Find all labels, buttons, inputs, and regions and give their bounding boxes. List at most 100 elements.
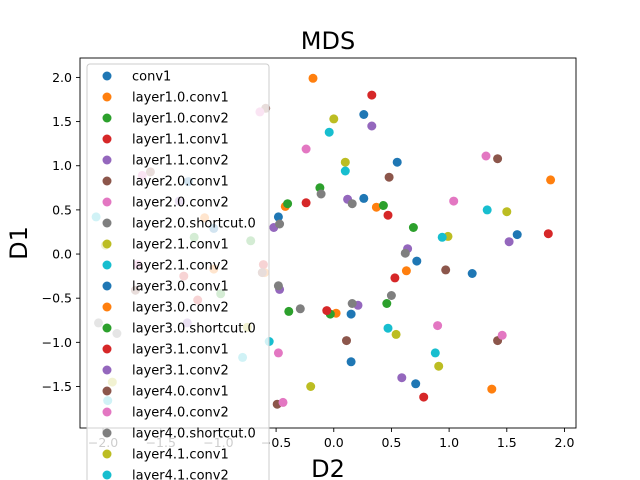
legend-marker xyxy=(102,260,112,270)
plot-frame xyxy=(79,57,577,429)
legend-marker xyxy=(102,428,112,438)
data-point xyxy=(301,198,311,208)
data-point xyxy=(340,157,350,167)
data-point xyxy=(275,219,285,229)
data-point xyxy=(382,299,392,308)
legend-marker xyxy=(102,365,112,375)
data-point xyxy=(273,348,283,358)
legend-marker xyxy=(102,113,112,123)
legend-marker xyxy=(102,218,112,228)
legend-marker xyxy=(102,71,112,81)
data-point xyxy=(546,175,556,185)
data-point xyxy=(482,205,492,215)
data-point xyxy=(346,309,356,319)
legend-label: layer1.1.conv1 xyxy=(132,133,229,148)
data-point xyxy=(295,304,305,314)
data-point xyxy=(359,110,369,119)
data-point xyxy=(493,154,503,164)
data-point xyxy=(384,172,394,182)
x-tick-label: 0.5 xyxy=(381,435,401,450)
y-tick-label: 1.5 xyxy=(52,114,72,129)
legend: conv1 layer1.0.conv1 layer1.0.conv2 layer1.… xyxy=(86,63,270,480)
data-point xyxy=(284,306,294,316)
data-point xyxy=(383,210,393,220)
data-point xyxy=(308,73,318,83)
legend-marker xyxy=(102,239,112,249)
data-point xyxy=(391,329,401,339)
data-point xyxy=(400,248,410,258)
data-point xyxy=(487,384,497,394)
legend-marker xyxy=(102,407,112,417)
chart-title: MDS xyxy=(301,27,355,55)
x-tick-label: 2.0 xyxy=(555,435,575,450)
legend-label: layer3.0.shortcut.0 xyxy=(132,322,256,337)
data-point xyxy=(306,382,316,391)
data-point xyxy=(371,202,381,212)
legend-label: layer2.0.shortcut.0 xyxy=(132,217,256,232)
data-point xyxy=(434,361,444,371)
legend-marker xyxy=(102,281,112,291)
data-point xyxy=(324,127,334,137)
data-point xyxy=(433,321,443,331)
data-point xyxy=(437,232,447,242)
data-point xyxy=(481,151,491,161)
y-tick-label: −1.0 xyxy=(42,335,72,350)
legend-marker xyxy=(102,92,112,102)
data-point xyxy=(346,357,356,367)
data-point xyxy=(441,265,451,275)
legend-label: layer4.1.conv2 xyxy=(132,469,229,480)
x-tick-label: 1.5 xyxy=(497,435,517,450)
y-tick-label: 0.0 xyxy=(52,247,72,262)
y-tick-label: 1.0 xyxy=(52,158,72,173)
legend-label: layer3.0.conv2 xyxy=(132,301,229,316)
x-tick-label: 0.0 xyxy=(324,435,344,450)
data-point xyxy=(367,90,377,100)
legend-marker xyxy=(102,155,112,165)
data-point xyxy=(497,330,507,340)
data-point xyxy=(329,114,339,124)
x-axis-title: D2 xyxy=(311,455,345,480)
legend-label: layer4.1.conv1 xyxy=(132,448,229,463)
data-point xyxy=(322,306,332,316)
legend-label: layer2.0.conv1 xyxy=(132,175,229,190)
data-point xyxy=(467,269,477,278)
data-point xyxy=(502,207,512,217)
data-point xyxy=(401,266,411,276)
data-point xyxy=(408,223,418,232)
data-point xyxy=(449,196,459,206)
y-tick-label: 2.0 xyxy=(52,70,72,85)
data-point xyxy=(340,166,350,176)
data-point xyxy=(412,256,422,266)
x-tick-label: 1.0 xyxy=(439,435,459,450)
data-point xyxy=(419,392,429,402)
legend-label: layer2.1.conv1 xyxy=(132,238,229,253)
data-point xyxy=(273,281,283,291)
data-point xyxy=(383,323,393,333)
legend-marker xyxy=(102,386,112,396)
legend-marker xyxy=(102,449,112,459)
legend-marker xyxy=(102,323,112,333)
data-point xyxy=(411,379,421,389)
legend-label: conv1 xyxy=(132,70,171,85)
data-point xyxy=(359,193,369,203)
legend-label: layer4.0.conv1 xyxy=(132,385,229,400)
data-point xyxy=(342,336,351,346)
data-point xyxy=(390,273,400,283)
data-point xyxy=(316,189,326,199)
data-point xyxy=(278,397,288,407)
data-point xyxy=(392,157,402,167)
legend-label: layer3.1.conv1 xyxy=(132,343,229,358)
legend-label: layer2.1.conv2 xyxy=(132,259,229,274)
legend-label: layer3.1.conv2 xyxy=(132,364,229,379)
legend-label: layer3.0.conv1 xyxy=(132,280,229,295)
data-point xyxy=(367,121,377,131)
data-point xyxy=(397,373,407,383)
data-point xyxy=(543,229,553,239)
data-point xyxy=(347,199,357,209)
y-tick-label: −0.5 xyxy=(42,291,72,306)
legend-marker xyxy=(102,344,112,354)
y-tick-label: −1.5 xyxy=(42,379,72,394)
y-axis-title: D1 xyxy=(5,226,33,260)
legend-label: layer1.0.conv1 xyxy=(132,91,229,106)
